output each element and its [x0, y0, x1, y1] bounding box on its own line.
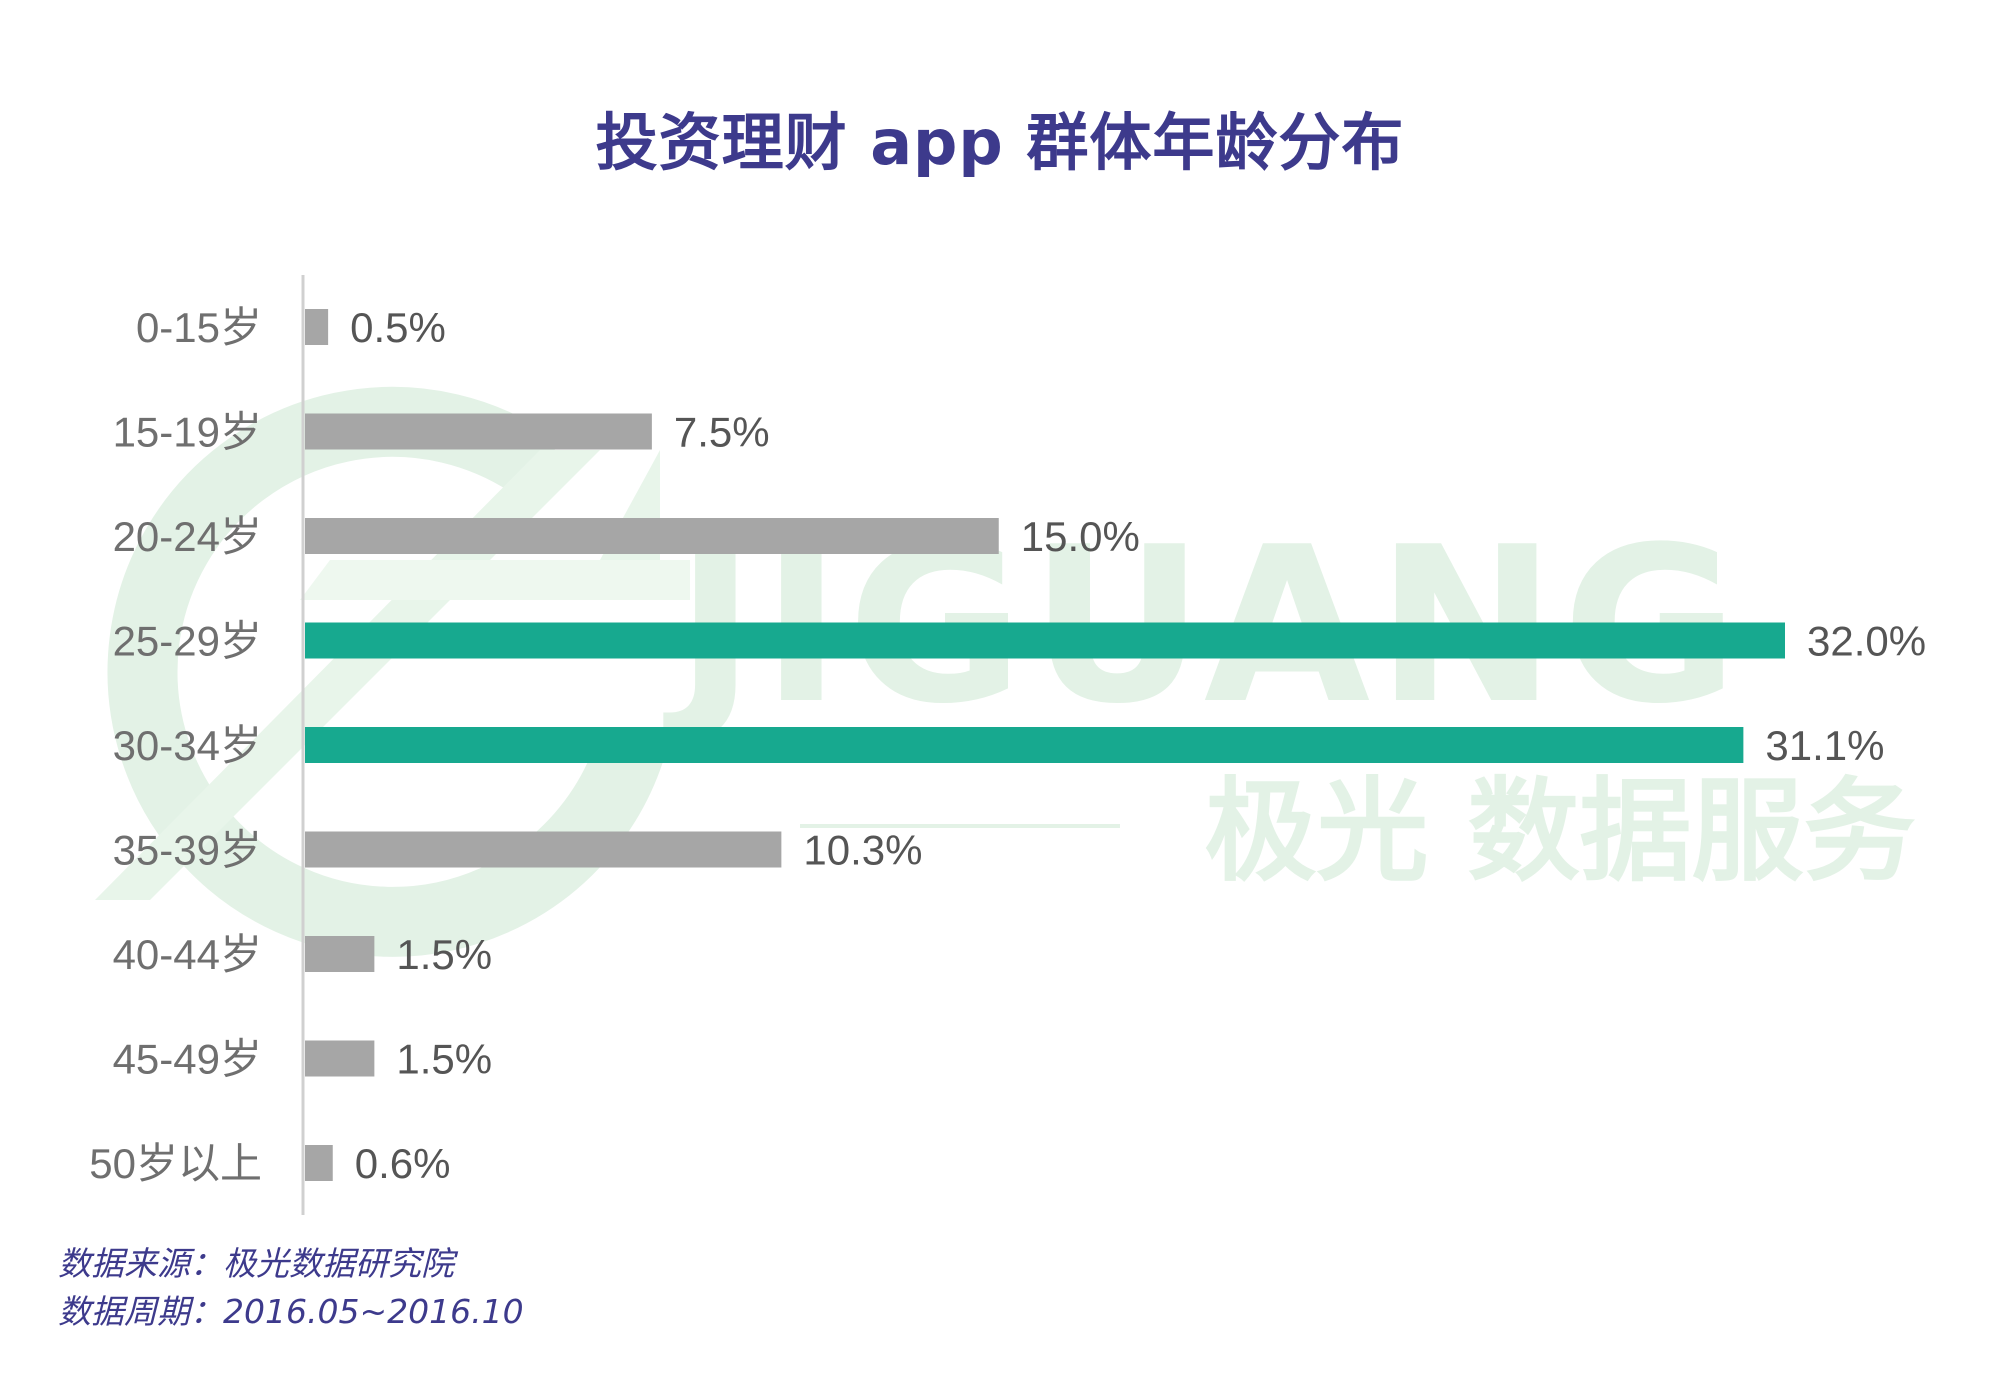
- category-label-7: 45-49岁: [113, 1036, 262, 1083]
- category-label-0: 0-15岁: [136, 304, 262, 351]
- category-label-5: 35-39岁: [113, 827, 262, 874]
- data-source: 数据来源：极光数据研究院: [58, 1244, 454, 1283]
- bar-8: [305, 1145, 333, 1181]
- category-label-3: 25-29岁: [113, 618, 262, 665]
- value-label-3: 32.0%: [1807, 618, 1926, 665]
- value-label-4: 31.1%: [1765, 722, 1884, 769]
- value-label-6: 1.5%: [396, 931, 492, 978]
- bar-3: [305, 622, 1785, 659]
- category-labels: 0-15岁 15-19岁 20-24岁 25-29岁 30-34岁 35-39岁 40-44…: [89, 304, 262, 1187]
- category-label-8: 50岁以上: [89, 1140, 262, 1187]
- category-label-2: 20-24岁: [113, 513, 262, 560]
- bar-5: [305, 831, 782, 868]
- category-label-6: 40-44岁: [113, 931, 262, 978]
- chart-title: 投资理财 app 群体年龄分布: [595, 106, 1405, 179]
- value-label-8: 0.6%: [355, 1140, 451, 1187]
- value-label-7: 1.5%: [396, 1036, 492, 1083]
- bar-4: [305, 727, 1744, 763]
- bars-group: [305, 309, 1785, 1181]
- category-label-4: 30-34岁: [113, 722, 262, 769]
- bar-6: [305, 936, 375, 972]
- value-label-1: 7.5%: [674, 409, 770, 456]
- bar-7: [305, 1040, 375, 1077]
- bar-1: [305, 413, 652, 450]
- category-label-1: 15-19岁: [113, 409, 262, 456]
- data-period: 数据周期：2016.05~2016.10: [58, 1292, 524, 1331]
- value-label-2: 15.0%: [1021, 513, 1140, 560]
- bar-2: [305, 518, 999, 554]
- bar-0: [305, 309, 329, 345]
- watermark-subtitle: 极光 数据服务: [1205, 767, 1916, 897]
- value-labels: 0.5% 7.5% 15.0% 32.0% 31.1% 10.3% 1.5% 1.5% 0.6%: [350, 304, 1926, 1187]
- value-label-0: 0.5%: [350, 304, 446, 351]
- chart-footer: 数据来源：极光数据研究院 数据周期：2016.05~2016.10: [58, 1240, 524, 1336]
- value-label-5: 10.3%: [803, 827, 922, 874]
